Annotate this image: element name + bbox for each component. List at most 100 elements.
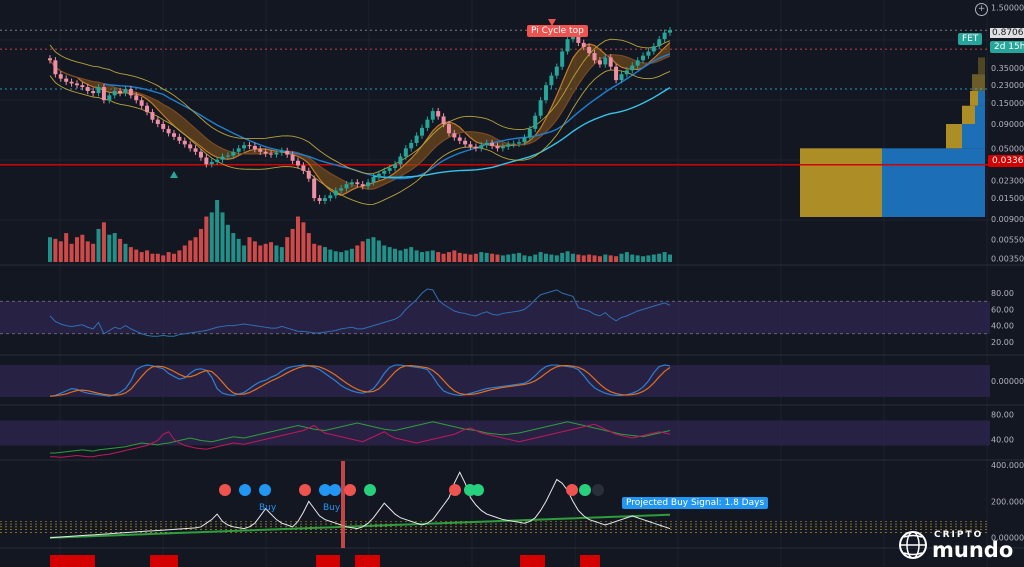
candle-body <box>641 55 646 61</box>
volume-bar <box>570 253 575 262</box>
candle-body <box>425 119 430 128</box>
volume-bar <box>468 254 473 262</box>
volume-profile-block <box>978 57 985 75</box>
candle-body <box>624 70 629 75</box>
volume-bar <box>484 252 489 262</box>
candle-body <box>517 142 522 144</box>
candle-body <box>635 60 640 66</box>
volume-bar <box>349 248 354 262</box>
volume-bar <box>258 245 263 262</box>
candle-body <box>522 137 527 143</box>
volume-bar <box>452 250 457 262</box>
candle-body <box>668 30 672 33</box>
volume-bar <box>576 254 581 262</box>
volume-bar <box>263 243 268 262</box>
volume-bar <box>511 253 516 262</box>
volume-bar <box>533 254 538 262</box>
histogram-block <box>355 555 380 567</box>
volume-profile-block <box>970 90 978 106</box>
candle-body <box>436 111 441 117</box>
price-axis-label: 0.01500000 <box>991 194 1024 203</box>
volume-bar <box>500 255 505 262</box>
candle-body <box>382 170 387 174</box>
rsi-line <box>49 288 671 337</box>
candle-body <box>614 66 619 81</box>
candle-body <box>225 155 230 157</box>
volume-profile-block <box>800 148 882 218</box>
price-axis-label: 0.02300000 <box>991 176 1024 185</box>
volume-bar <box>554 255 559 262</box>
volume-bar <box>74 237 79 262</box>
candle-body <box>172 133 176 137</box>
pi-cycle-label: Pi Cycle top <box>527 25 588 37</box>
candle-body <box>48 58 52 61</box>
candle-body <box>587 46 592 54</box>
projected-buy-label: Projected Buy Signal: 1.8 Days <box>622 497 769 509</box>
volume-bar <box>198 228 203 262</box>
volume-bar <box>312 243 317 262</box>
candle-body <box>430 111 435 120</box>
candle-body <box>554 66 559 76</box>
buy-label-2: Buy <box>323 503 341 513</box>
rsi-axis-label: 80.00 <box>991 289 1014 298</box>
price-axis-label: 0.23000000 <box>991 81 1024 90</box>
candle-body <box>657 39 662 47</box>
candle-body <box>252 145 257 150</box>
volume-bar <box>657 253 662 262</box>
candle-body <box>651 46 656 52</box>
volume-profile-block <box>975 105 985 125</box>
candle-body <box>565 39 570 52</box>
volume-bar <box>538 252 543 262</box>
volume-bar <box>145 250 150 262</box>
signal-dot <box>579 484 591 496</box>
volume-bar <box>403 248 408 262</box>
stoch-axis-label: 0.00000000 <box>991 377 1024 386</box>
add-plus-icon[interactable]: + <box>975 3 988 16</box>
candle-body <box>344 184 349 189</box>
volume-bar <box>522 255 527 262</box>
candle-body <box>484 142 489 146</box>
signal-dot <box>239 484 251 496</box>
volume-bar <box>463 253 468 262</box>
candle-body <box>80 85 85 88</box>
globe-icon <box>899 531 927 559</box>
candle-body <box>247 145 252 147</box>
volume-bar <box>328 249 333 262</box>
volume-bar <box>112 233 117 262</box>
candle-body <box>134 95 139 101</box>
candle-body <box>215 159 220 162</box>
candle-body <box>285 150 290 155</box>
osc-trend-line <box>49 513 671 539</box>
volume-bar <box>527 256 532 262</box>
candle-body <box>123 88 128 94</box>
volume-bar <box>441 253 446 262</box>
candle-body <box>128 88 133 96</box>
candle-body <box>441 116 446 125</box>
signal-dot <box>319 484 331 496</box>
candle-body <box>339 188 344 191</box>
candle-body <box>603 57 608 65</box>
pi-cycle-marker <box>548 19 556 26</box>
histogram-block <box>50 555 95 567</box>
volume-bar <box>64 233 69 262</box>
candle-body <box>166 128 171 134</box>
candle-body <box>409 142 414 149</box>
signal-bar <box>341 461 345 548</box>
candle-body <box>317 198 322 201</box>
candle-body <box>263 151 268 154</box>
candle-body <box>446 124 451 134</box>
candle-body <box>274 152 279 155</box>
candle-body <box>301 165 306 171</box>
volume-bar <box>161 255 166 262</box>
price-axis-label: 1.50000000 <box>991 4 1024 13</box>
current-price-label: 0.87065139 <box>990 28 1024 38</box>
candle-body <box>387 168 392 171</box>
stoch-d-line <box>49 365 671 397</box>
signal-dot <box>364 484 376 496</box>
volume-bar <box>614 256 619 262</box>
volume-profile-block <box>978 90 985 106</box>
dmi-axis-label: 80.00 <box>991 410 1014 419</box>
volume-bar <box>490 253 495 262</box>
volume-bar <box>317 245 322 262</box>
histogram-block <box>580 555 600 567</box>
